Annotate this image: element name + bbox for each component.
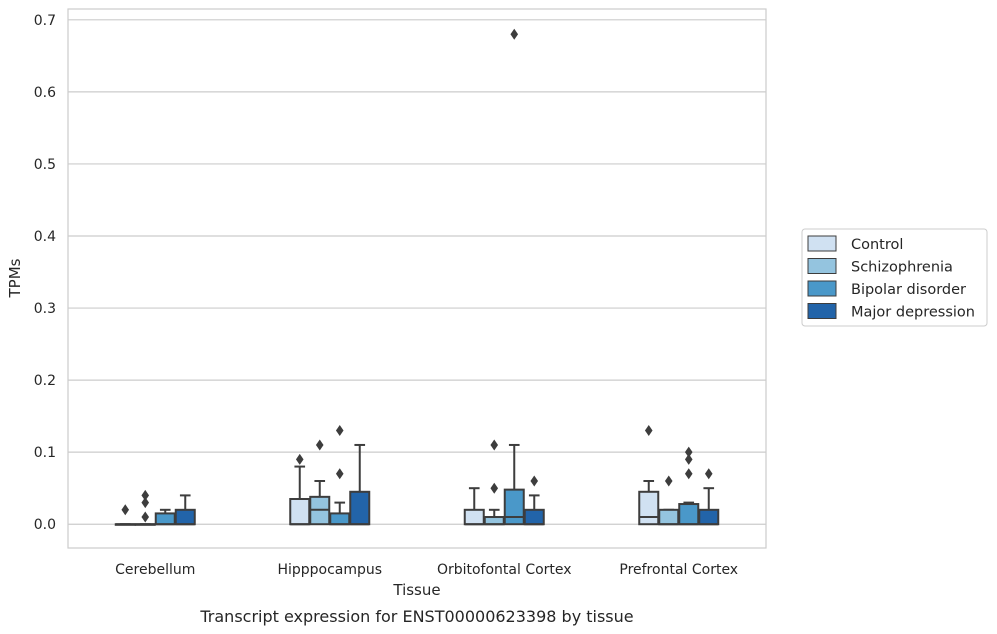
- box-body: [289, 498, 311, 526]
- box-schizophrenia: [309, 439, 331, 526]
- legend: Control Schizophrenia Bipolar disorder Majo…: [801, 228, 988, 327]
- y-tick-label: 0.4: [34, 229, 56, 245]
- y-tick-label: 0.3: [34, 301, 56, 317]
- box-major-depression: [349, 443, 371, 526]
- box-control: [463, 487, 485, 526]
- outlier-point: [335, 425, 344, 437]
- x-tick-label: Hipppocampus: [277, 562, 382, 578]
- box-bipolar-disorder: [678, 446, 700, 526]
- x-axis-label: Tissue: [392, 581, 440, 599]
- box-body: [483, 516, 505, 526]
- x-tick-label: Cerebellum: [115, 562, 195, 578]
- chart-caption: Transcript expression for ENST0000062339…: [199, 607, 633, 626]
- outlier-point: [704, 468, 713, 480]
- box-schizophrenia: [483, 439, 505, 526]
- outlier-point: [684, 468, 693, 480]
- box-major-depression: [174, 494, 196, 526]
- box-bipolar-disorder: [154, 508, 176, 526]
- y-tick-labels: 0.0 0.1 0.2 0.3 0.4 0.5 0.6 0.7: [34, 13, 56, 533]
- legend-swatch: [807, 258, 837, 274]
- box-body: [154, 512, 176, 526]
- y-tick-label: 0.5: [34, 157, 56, 173]
- outlier-point: [664, 475, 673, 487]
- box-body: [638, 490, 660, 526]
- box-body: [698, 508, 720, 526]
- box-schizophrenia: [134, 489, 156, 526]
- y-tick-label: 0.2: [34, 373, 56, 389]
- y-tick-label: 0.1: [34, 445, 56, 461]
- legend-label: Schizophrenia: [851, 260, 953, 276]
- y-tick-label: 0.0: [34, 517, 56, 533]
- legend-frame: [801, 228, 988, 327]
- legend-swatch: [807, 303, 837, 319]
- box-major-depression: [698, 468, 720, 526]
- box-body: [463, 508, 485, 526]
- legend-swatch: [807, 280, 837, 297]
- outlier-point: [141, 497, 150, 509]
- y-axis-label: TPMs: [6, 258, 24, 298]
- box-bipolar-disorder: [329, 425, 351, 526]
- box-control: [638, 425, 660, 526]
- outlier-point: [141, 489, 150, 501]
- box-control: [114, 504, 136, 526]
- box-bipolar-disorder: [503, 28, 525, 526]
- legend-label: Control: [851, 237, 903, 253]
- box-schizophrenia: [658, 475, 680, 526]
- legend-label: Major depression: [851, 305, 975, 321]
- box-body: [523, 508, 545, 526]
- outlier-point: [530, 475, 539, 487]
- legend-swatch: [807, 235, 837, 252]
- y-tick-label: 0.6: [34, 85, 56, 101]
- outlier-point: [644, 425, 653, 437]
- x-tick-labels: Cerebellum Hipppocampus Orbitofontal Corte…: [115, 562, 738, 578]
- box-body: [329, 512, 351, 526]
- outlier-point: [335, 468, 344, 480]
- grid-lines: [68, 19, 766, 525]
- box-body: [658, 508, 680, 526]
- box-body: [349, 490, 371, 526]
- x-tick-label: Prefrontal Cortex: [619, 562, 738, 578]
- box-body: [678, 503, 700, 526]
- plot-area-frame: [67, 8, 767, 549]
- legend-label: Bipolar disorder: [851, 282, 966, 298]
- outlier-point: [490, 439, 499, 451]
- legend-items: Control Schizophrenia Bipolar disorder Majo…: [807, 235, 975, 321]
- box-major-depression: [523, 475, 545, 526]
- outlier-point: [510, 28, 519, 40]
- x-tick-label: Orbitofontal Cortex: [437, 562, 572, 578]
- box-control: [289, 453, 311, 526]
- box-body: [503, 488, 525, 526]
- outlier-point: [315, 439, 324, 451]
- outlier-point: [490, 482, 499, 494]
- outlier-point: [295, 453, 304, 465]
- outlier-point: [121, 504, 130, 516]
- y-tick-label: 0.7: [34, 13, 56, 29]
- box-body: [174, 508, 196, 526]
- outlier-point: [684, 446, 693, 458]
- box-series: [114, 28, 720, 526]
- outlier-point: [684, 453, 693, 465]
- outlier-point: [141, 511, 150, 523]
